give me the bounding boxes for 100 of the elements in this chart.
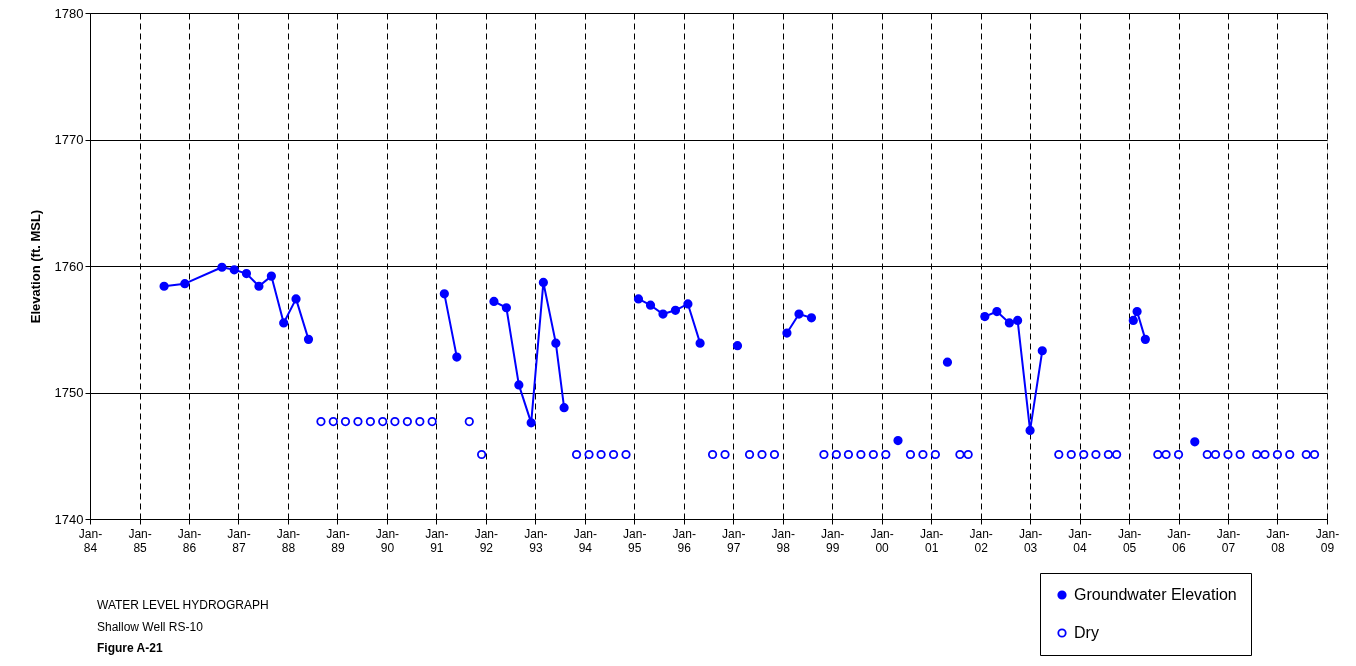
point <box>1054 449 1064 460</box>
x-tick-label: Jan-02 <box>969 526 993 555</box>
point <box>1235 449 1245 460</box>
point <box>217 262 227 272</box>
point <box>415 416 425 427</box>
point <box>303 334 314 344</box>
point <box>159 281 169 291</box>
x-tick-label: Jan-98 <box>771 526 795 555</box>
point <box>683 299 693 309</box>
point <box>526 418 536 428</box>
x-tick-label: Jan-88 <box>276 526 301 555</box>
point <box>930 449 940 460</box>
point <box>868 449 878 460</box>
point <box>1190 437 1200 447</box>
point <box>1013 315 1023 325</box>
point <box>819 449 829 460</box>
point <box>955 449 965 460</box>
point <box>365 416 376 427</box>
point <box>241 268 252 279</box>
point <box>427 416 437 427</box>
x-tick-label: Jan-87 <box>227 526 251 555</box>
x-tick-label: Jan-08 <box>1266 526 1290 555</box>
x-tick-label: Jan-93 <box>524 526 548 555</box>
point <box>464 416 474 427</box>
point <box>881 449 891 460</box>
point <box>645 300 656 310</box>
point <box>732 341 743 351</box>
text: Figure A-21 <box>97 641 163 655</box>
point <box>794 309 804 319</box>
point <box>452 352 462 362</box>
x-tick-label: Jan-00 <box>870 526 894 555</box>
x-tick-label: Jan-96 <box>672 526 696 555</box>
y-axis-title: Elevation (ft. MSL) <box>27 209 43 324</box>
point <box>695 338 705 348</box>
point <box>670 305 681 315</box>
point <box>1091 449 1101 460</box>
x-tick-label: Jan-95 <box>623 526 647 555</box>
point <box>402 416 412 427</box>
point <box>439 289 449 299</box>
x-tick-label: Jan-05 <box>1117 526 1142 555</box>
point <box>538 277 548 288</box>
point <box>1252 449 1262 460</box>
point <box>918 449 928 460</box>
point <box>1285 449 1295 460</box>
y-tick-label: 1780 <box>54 5 84 21</box>
x-tick-label: Jan-97 <box>722 526 746 555</box>
legend-label: Dry <box>1074 624 1099 641</box>
point <box>1309 449 1320 460</box>
point <box>254 281 264 291</box>
point <box>390 416 400 427</box>
x-tick-label: Jan-03 <box>1018 526 1043 555</box>
x-tick-label: Jan-92 <box>474 526 498 555</box>
point <box>584 449 594 460</box>
x-tick-label: Jan-09 <box>1315 526 1340 555</box>
x-tick-label: Jan-85 <box>128 526 152 555</box>
point <box>757 449 767 460</box>
y-tick-label: 1740 <box>54 511 84 527</box>
point <box>658 309 668 319</box>
x-tick-label: Jan-07 <box>1216 526 1241 555</box>
point <box>963 449 973 460</box>
point <box>279 318 289 328</box>
point <box>291 294 301 304</box>
point <box>1132 306 1142 317</box>
point <box>1128 315 1138 325</box>
point <box>1272 449 1283 460</box>
point <box>744 449 755 460</box>
point <box>720 449 730 460</box>
x-tick-label: Jan-86 <box>177 526 202 555</box>
point <box>707 449 718 460</box>
point <box>843 449 854 460</box>
point <box>1079 449 1089 460</box>
point <box>180 279 190 289</box>
point <box>353 416 363 427</box>
point <box>942 357 953 367</box>
point <box>608 449 619 460</box>
point <box>571 449 582 460</box>
y-tick-label: 1750 <box>54 385 84 400</box>
x-tick-label: Jan-94 <box>573 526 597 555</box>
point <box>1037 346 1047 356</box>
point <box>514 380 524 390</box>
x-tick-label: Jan-04 <box>1068 526 1092 555</box>
x-tick-label: Jan-01 <box>920 526 944 555</box>
point <box>1301 449 1311 460</box>
point <box>1223 449 1233 460</box>
point <box>831 449 841 460</box>
x-tick-label: Jan-89 <box>326 526 350 555</box>
point <box>328 416 338 427</box>
point <box>378 416 388 427</box>
point <box>266 271 276 281</box>
x-tick-label: Jan-90 <box>375 526 400 555</box>
point <box>489 296 499 307</box>
x-tick-label: Jan-06 <box>1167 526 1191 555</box>
point <box>316 416 326 427</box>
point <box>551 338 561 348</box>
point <box>1161 449 1171 460</box>
point <box>893 435 903 446</box>
point <box>1202 449 1212 460</box>
point <box>596 449 606 460</box>
point <box>1066 449 1076 460</box>
point <box>340 416 351 427</box>
